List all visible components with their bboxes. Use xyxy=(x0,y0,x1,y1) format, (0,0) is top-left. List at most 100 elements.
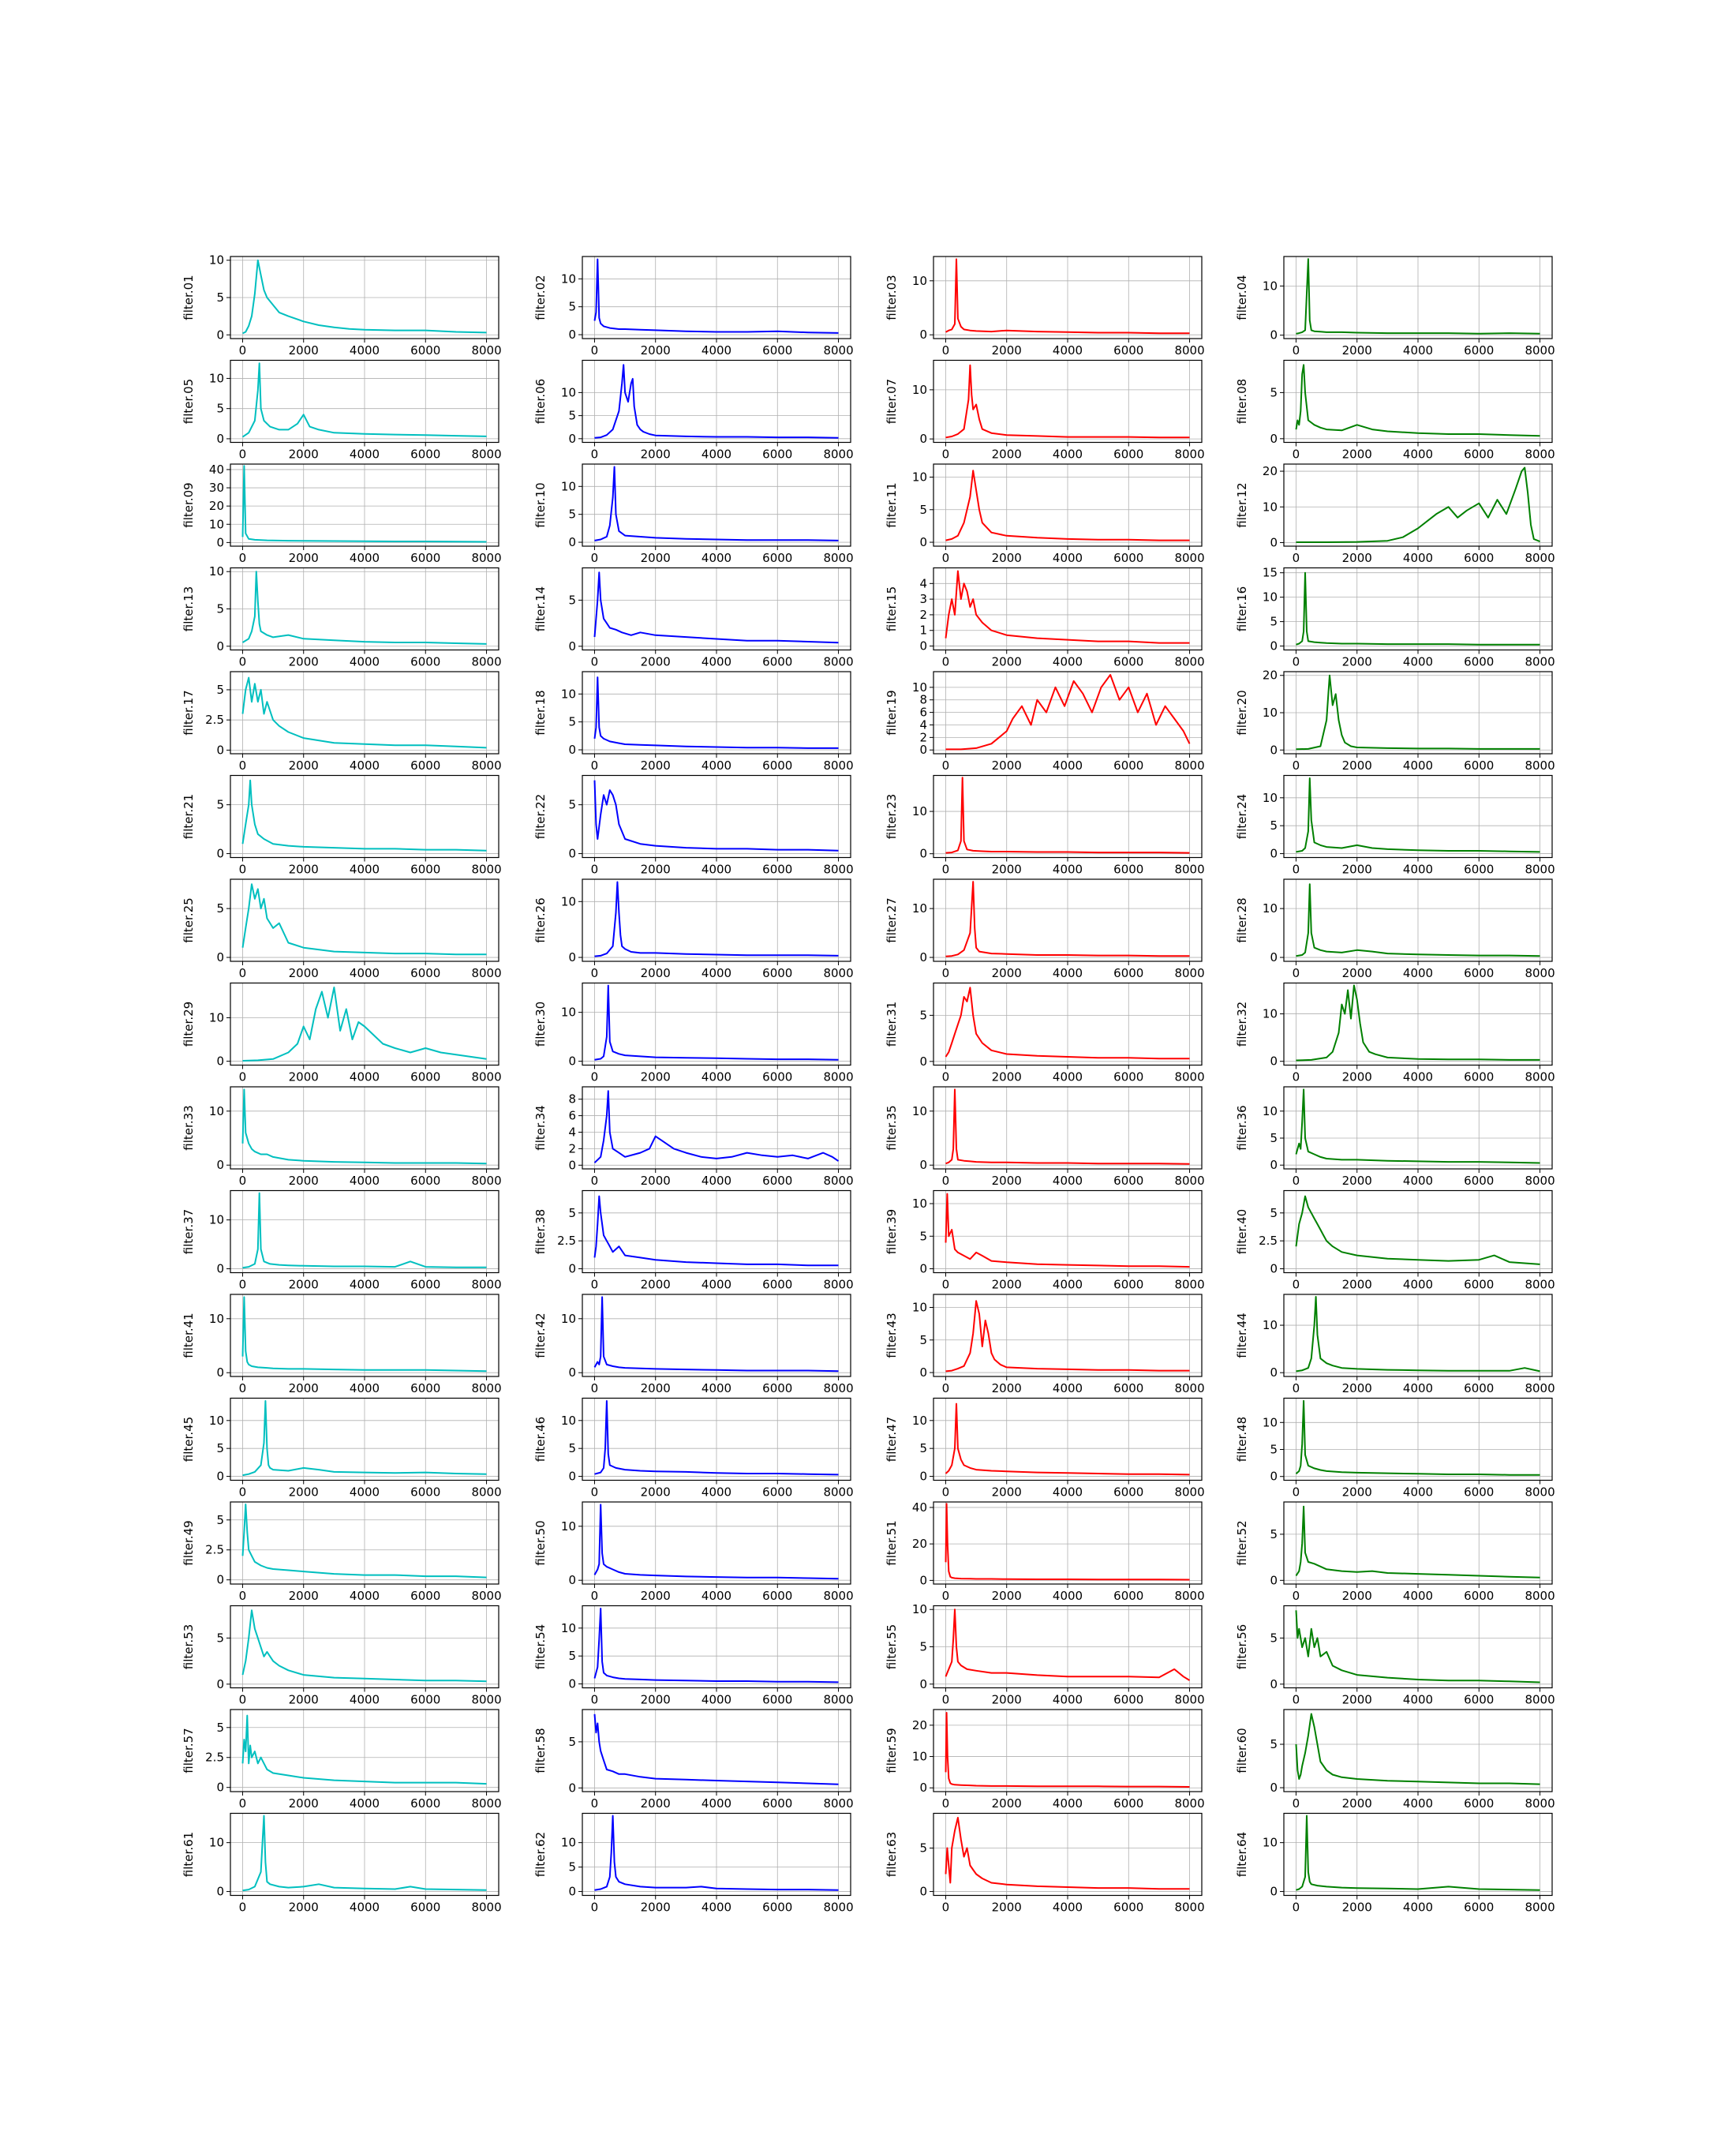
x-tick-label: 4000 xyxy=(350,863,380,877)
x-tick-label: 4000 xyxy=(702,1278,731,1292)
x-tick-label: 6000 xyxy=(1464,1174,1494,1188)
x-tick-label: 2000 xyxy=(289,1174,319,1188)
y-tick-label: 5 xyxy=(1270,1443,1278,1457)
x-tick-label: 0 xyxy=(591,1901,599,1915)
x-tick-label: 2000 xyxy=(992,551,1022,565)
y-tick-label: 10 xyxy=(912,274,927,288)
y-tick-label: 5 xyxy=(216,1441,224,1455)
series-line-filter.31 xyxy=(945,987,1190,1060)
x-tick-label: 4000 xyxy=(702,1485,731,1500)
series-line-filter.04 xyxy=(1296,258,1540,335)
x-tick-label: 8000 xyxy=(1525,1901,1555,1915)
series-line-filter.24 xyxy=(1296,777,1540,853)
x-tick-label: 8000 xyxy=(823,343,853,358)
subplot-filter.49: 0 2000 4000 6000 8000 0 2.5 5 filter.49 xyxy=(181,1501,502,1603)
y-axis-label: filter.14 xyxy=(533,586,548,631)
x-tick-label: 0 xyxy=(1293,1693,1300,1707)
x-tick-label: 6000 xyxy=(1113,1174,1143,1188)
subplot-filter.47: 0 2000 4000 6000 8000 0 5 10 filter.47 xyxy=(885,1397,1205,1500)
y-tick-label: 0 xyxy=(568,328,576,342)
x-tick-label: 6000 xyxy=(762,966,792,980)
x-tick-label: 6000 xyxy=(410,966,440,980)
x-tick-label: 4000 xyxy=(350,1485,380,1500)
subplot-filter.58: 0 2000 4000 6000 8000 0 5 filter.58 xyxy=(533,1709,854,1811)
x-tick-label: 8000 xyxy=(1525,551,1555,565)
x-tick-label: 6000 xyxy=(410,758,440,773)
x-tick-label: 6000 xyxy=(1464,863,1494,877)
y-tick-label: 5 xyxy=(216,1513,224,1527)
series-line-filter.28 xyxy=(1296,883,1540,957)
y-tick-label: 5 xyxy=(919,1841,927,1856)
x-tick-label: 4000 xyxy=(1403,1901,1433,1915)
x-tick-label: 6000 xyxy=(762,551,792,565)
series-line-filter.14 xyxy=(593,571,839,644)
subplot-filter.48: 0 2000 4000 6000 8000 0 5 10 filter.48 xyxy=(1235,1397,1555,1500)
subplot-filter.07: 0 2000 4000 6000 8000 0 10 filter.07 xyxy=(885,359,1205,462)
series-line-filter.15 xyxy=(945,570,1190,644)
x-tick-label: 8000 xyxy=(1525,863,1555,877)
y-axis-label: filter.34 xyxy=(533,1105,548,1150)
x-tick-label: 8000 xyxy=(471,966,501,980)
y-tick-label: 2 xyxy=(568,1141,576,1155)
x-tick-label: 0 xyxy=(239,1070,247,1084)
x-tick-label: 6000 xyxy=(1464,1796,1494,1811)
y-axis-label: filter.33 xyxy=(181,1105,196,1150)
y-axis-label: filter.18 xyxy=(533,690,548,735)
x-tick-label: 4000 xyxy=(1403,1693,1433,1707)
subplot-filter.50: 0 2000 4000 6000 8000 0 10 filter.50 xyxy=(533,1501,854,1603)
x-tick-label: 0 xyxy=(1293,1174,1300,1188)
series-line-filter.29 xyxy=(242,987,487,1062)
y-axis-label: filter.63 xyxy=(885,1832,899,1877)
x-tick-label: 0 xyxy=(239,1381,247,1395)
x-tick-label: 2000 xyxy=(1342,655,1372,669)
y-tick-label: 10 xyxy=(912,1602,927,1616)
y-tick-label: 10 xyxy=(209,1213,224,1227)
x-tick-label: 2000 xyxy=(641,343,671,358)
subplot-filter.34: 0 2000 4000 6000 8000 0 2 4 6 8 filter.34 xyxy=(533,1086,854,1188)
x-tick-label: 6000 xyxy=(1113,966,1143,980)
subplot-filter.31: 0 2000 4000 6000 8000 0 5 filter.31 xyxy=(885,982,1205,1084)
x-tick-label: 6000 xyxy=(762,1070,792,1084)
x-tick-label: 6000 xyxy=(1113,758,1143,773)
y-tick-label: 0 xyxy=(568,1573,576,1587)
x-tick-label: 4000 xyxy=(1053,343,1083,358)
x-tick-label: 2000 xyxy=(1342,758,1372,773)
y-tick-label: 10 xyxy=(1263,590,1278,605)
subplot-filter.45: 0 2000 4000 6000 8000 0 5 10 filter.45 xyxy=(181,1397,502,1500)
y-axis-label: filter.62 xyxy=(533,1832,548,1877)
x-tick-label: 2000 xyxy=(992,863,1022,877)
x-tick-label: 4000 xyxy=(350,1174,380,1188)
y-axis-label: filter.24 xyxy=(1235,794,1249,839)
x-tick-label: 0 xyxy=(591,1070,599,1084)
y-tick-label: 0 xyxy=(1270,950,1278,964)
series-line-filter.19 xyxy=(945,674,1191,751)
y-axis-label: filter.01 xyxy=(181,275,196,320)
x-tick-label: 8000 xyxy=(1174,1381,1204,1395)
x-tick-label: 0 xyxy=(942,1901,950,1915)
x-tick-label: 0 xyxy=(239,1796,247,1811)
series-line-filter.56 xyxy=(1295,1610,1540,1683)
x-tick-label: 2000 xyxy=(641,966,671,980)
y-tick-label: 5 xyxy=(919,1008,927,1022)
y-axis-label: filter.12 xyxy=(1235,482,1249,527)
x-tick-label: 0 xyxy=(591,1693,599,1707)
x-tick-label: 6000 xyxy=(1113,655,1143,669)
x-tick-label: 0 xyxy=(591,863,599,877)
series-line-filter.58 xyxy=(593,1713,839,1785)
y-axis-label: filter.44 xyxy=(1235,1313,1249,1358)
y-tick-label: 10 xyxy=(209,1011,224,1025)
x-tick-label: 8000 xyxy=(823,1589,853,1603)
x-tick-label: 4000 xyxy=(702,1693,731,1707)
x-tick-label: 0 xyxy=(591,551,599,565)
x-tick-label: 0 xyxy=(591,1796,599,1811)
x-tick-label: 0 xyxy=(239,655,247,669)
series-line-filter.60 xyxy=(1295,1713,1540,1785)
y-axis-label: filter.54 xyxy=(533,1624,548,1669)
x-tick-label: 0 xyxy=(1293,1278,1300,1292)
x-tick-label: 4000 xyxy=(1403,1174,1433,1188)
x-tick-label: 4000 xyxy=(702,758,731,773)
y-tick-label: 5 xyxy=(1270,1527,1278,1541)
series-line-filter.42 xyxy=(593,1296,839,1373)
